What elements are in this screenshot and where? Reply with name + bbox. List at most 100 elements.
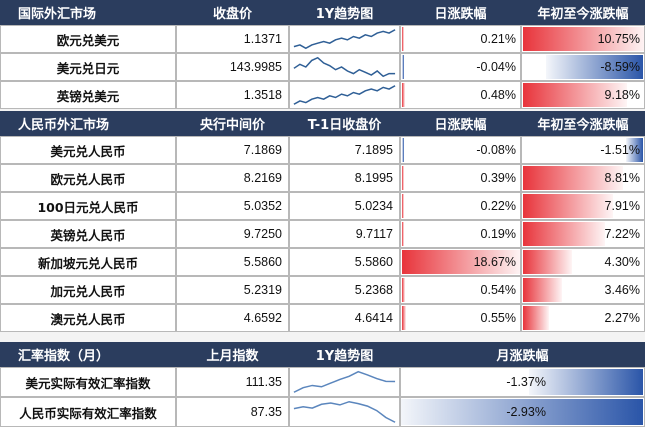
close-price: 1.3518 (176, 81, 289, 109)
central-parity: 9.7250 (176, 220, 289, 248)
data-bar-fill (402, 27, 404, 51)
central-parity: 5.0352 (176, 192, 289, 220)
column-header: 1Y趋势图 (289, 0, 400, 25)
pair-name: 欧元兑人民币 (0, 164, 176, 192)
data-label: -1.51% (600, 143, 640, 157)
data-label: 0.48% (480, 88, 516, 102)
day-change-bar: -0.04% (400, 53, 521, 81)
data-label: 0.55% (480, 311, 516, 325)
column-header: T-1日收盘价 (289, 111, 400, 136)
pair-name: 新加坡元兑人民币 (0, 248, 176, 276)
data-label: -0.04% (476, 60, 516, 74)
day-change-bar: 0.21% (400, 25, 521, 53)
last-month-index: 111.35 (176, 367, 289, 397)
data-bar-fill (402, 306, 406, 330)
column-header: 人民币外汇市场 (0, 111, 176, 136)
ytd-change-bar: 7.22% (521, 220, 645, 248)
data-label: 9.18% (604, 88, 640, 102)
data-bar-fill (402, 166, 405, 190)
trend-sparkline (289, 367, 400, 397)
central-parity: 4.6592 (176, 304, 289, 332)
day-change-bar: -0.08% (400, 136, 521, 164)
pair-name: 美元兑人民币 (0, 136, 176, 164)
data-label: -2.93% (506, 405, 546, 419)
data-bar-fill (523, 278, 563, 302)
central-parity: 5.5860 (176, 248, 289, 276)
sparkline (293, 56, 396, 78)
data-bar-fill (625, 138, 643, 162)
data-label: 3.46% (604, 283, 640, 297)
data-label: -0.08% (476, 143, 516, 157)
ytd-change-bar: 2.27% (521, 304, 645, 332)
data-bar-fill (523, 306, 549, 330)
pair-name: 英镑兑美元 (0, 81, 176, 109)
close-price: 143.9985 (176, 53, 289, 81)
prev-close: 7.1895 (289, 136, 400, 164)
column-header: 1Y趋势图 (289, 342, 400, 367)
column-header: 月涨跌幅 (400, 342, 645, 367)
central-parity: 7.1869 (176, 136, 289, 164)
pair-name: 100日元兑人民币 (0, 192, 176, 220)
column-header: 上月指数 (176, 342, 289, 367)
day-change-bar: 0.39% (400, 164, 521, 192)
data-label: -8.59% (600, 60, 640, 74)
data-bar-fill (402, 55, 404, 79)
column-header: 日涨跌幅 (400, 0, 521, 25)
pair-name: 加元兑人民币 (0, 276, 176, 304)
sparkline (293, 370, 396, 393)
ytd-change-bar: 7.91% (521, 192, 645, 220)
month-change-bar: -2.93% (400, 397, 645, 427)
index-name: 人民币实际有效汇率指数 (0, 397, 176, 427)
data-bar-fill (402, 83, 406, 107)
ytd-change-bar: 4.30% (521, 248, 645, 276)
sparkline (293, 400, 396, 423)
day-change-bar: 0.48% (400, 81, 521, 109)
ytd-change-bar: 9.18% (521, 81, 645, 109)
data-bar-fill (401, 399, 643, 425)
ytd-change-bar: -8.59% (521, 53, 645, 81)
data-bar-fill (402, 278, 406, 302)
column-header: 年初至今涨跌幅 (521, 0, 645, 25)
last-month-index: 87.35 (176, 397, 289, 427)
trend-sparkline (289, 397, 400, 427)
pair-name: 澳元兑人民币 (0, 304, 176, 332)
data-bar-fill (523, 27, 644, 51)
prev-close: 5.5860 (289, 248, 400, 276)
prev-close: 8.1995 (289, 164, 400, 192)
data-label: 7.91% (604, 199, 640, 213)
day-change-bar: 0.55% (400, 304, 521, 332)
data-label: 7.22% (604, 227, 640, 241)
data-label: 0.54% (480, 283, 516, 297)
close-price: 1.1371 (176, 25, 289, 53)
month-change-bar: -1.37% (400, 367, 645, 397)
data-label: 0.19% (480, 227, 516, 241)
data-label: 10.75% (597, 32, 640, 46)
ytd-change-bar: 3.46% (521, 276, 645, 304)
data-bar-fill (402, 222, 404, 246)
data-bar-fill (523, 222, 605, 246)
day-change-bar: 18.67% (400, 248, 521, 276)
data-bar-fill (529, 369, 643, 395)
data-label: 18.67% (473, 255, 516, 269)
pair-name: 欧元兑美元 (0, 25, 176, 53)
data-bar-fill (402, 250, 520, 274)
column-header: 收盘价 (176, 0, 289, 25)
ytd-change-bar: 8.81% (521, 164, 645, 192)
trend-sparkline (289, 53, 400, 81)
day-change-bar: 0.19% (400, 220, 521, 248)
data-label: -1.37% (506, 375, 546, 389)
trend-sparkline (289, 81, 400, 109)
data-label: 4.30% (604, 255, 640, 269)
data-label: 0.21% (480, 32, 516, 46)
data-label: 0.39% (480, 171, 516, 185)
central-parity: 5.2319 (176, 276, 289, 304)
data-label: 2.27% (604, 311, 640, 325)
sparkline (293, 29, 396, 50)
data-bar-fill (545, 55, 643, 79)
column-header: 汇率指数（月） (0, 342, 176, 367)
day-change-bar: 0.22% (400, 192, 521, 220)
column-header: 日涨跌幅 (400, 111, 521, 136)
prev-close: 4.6414 (289, 304, 400, 332)
prev-close: 9.7117 (289, 220, 400, 248)
